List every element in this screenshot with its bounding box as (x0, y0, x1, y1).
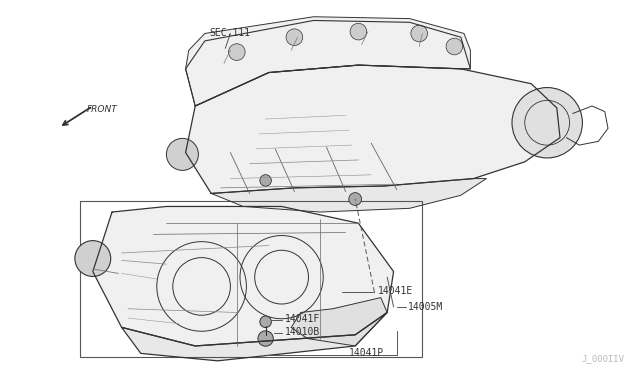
Circle shape (260, 316, 271, 327)
Text: 14010B: 14010B (285, 327, 320, 337)
Polygon shape (93, 206, 394, 346)
Text: 14005M: 14005M (408, 302, 444, 312)
Polygon shape (186, 65, 560, 193)
Circle shape (349, 193, 362, 205)
Circle shape (75, 241, 111, 276)
Circle shape (512, 87, 582, 158)
Polygon shape (291, 298, 387, 346)
Circle shape (166, 138, 198, 170)
Bar (80, 201, 422, 357)
Text: J_000IIV: J_000IIV (581, 355, 624, 363)
Text: 14041F: 14041F (285, 314, 320, 324)
Polygon shape (186, 17, 470, 106)
Polygon shape (211, 179, 486, 212)
Text: SEC.111: SEC.111 (209, 29, 250, 38)
Circle shape (411, 25, 428, 42)
Circle shape (258, 331, 273, 346)
Polygon shape (186, 20, 470, 106)
Circle shape (260, 175, 271, 186)
Circle shape (446, 38, 463, 55)
Polygon shape (122, 312, 387, 361)
Text: FRONT: FRONT (86, 105, 117, 114)
Text: 14041P: 14041P (349, 348, 384, 357)
Text: 14041E: 14041E (378, 286, 413, 296)
Circle shape (350, 23, 367, 40)
Circle shape (228, 44, 245, 60)
Circle shape (286, 29, 303, 45)
